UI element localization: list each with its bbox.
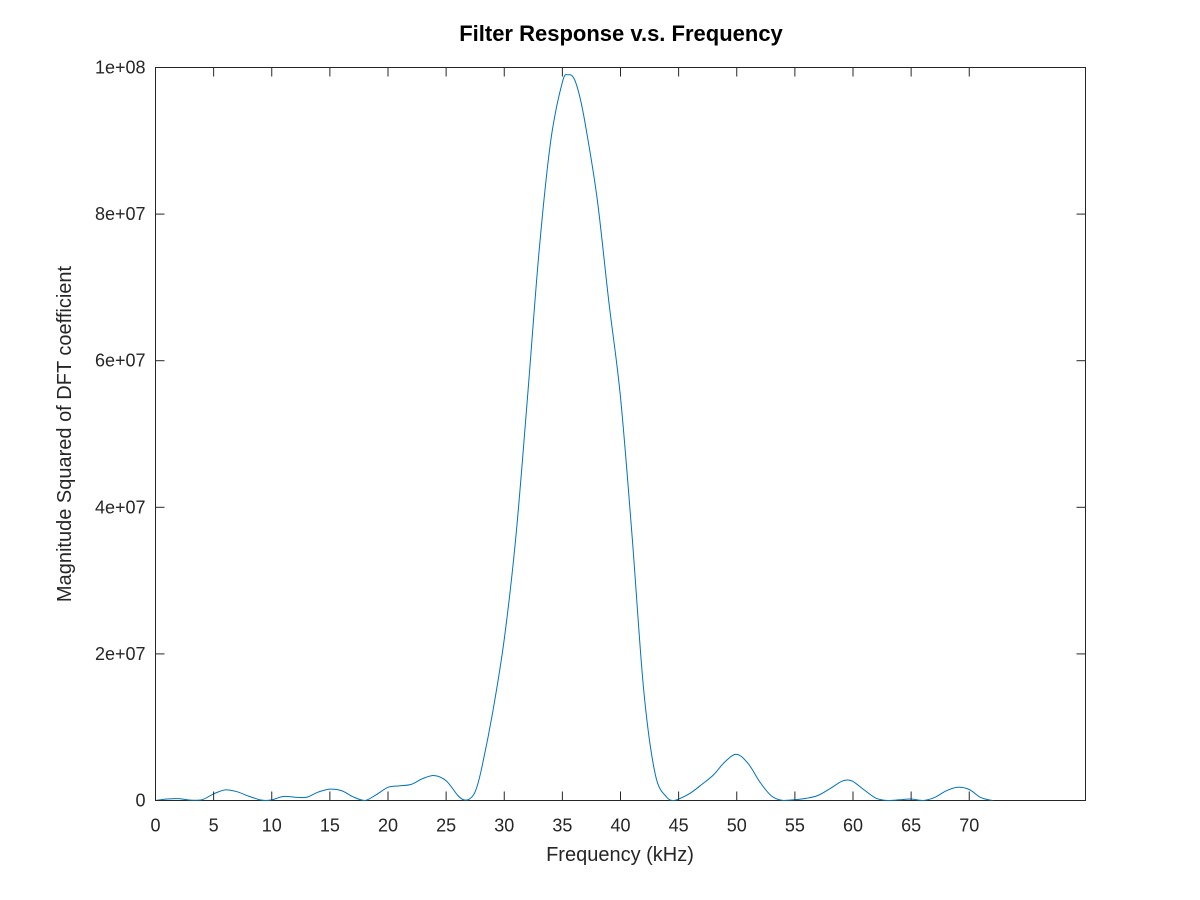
- series-line: [155, 74, 993, 802]
- x-tick-label: 50: [727, 816, 747, 836]
- y-tick-label: 4e+07: [95, 497, 146, 517]
- x-tick-label: 65: [901, 816, 921, 836]
- x-tick-label: 30: [494, 816, 514, 836]
- plot-frame: [155, 67, 1086, 801]
- x-tick-label: 45: [669, 816, 689, 836]
- x-tick-label: 40: [610, 816, 630, 836]
- x-axis: 0 5 10 15 20 25 30 35 40 45 50 55 60 65 70: [150, 67, 979, 836]
- y-tick-label: 2e+07: [95, 644, 146, 664]
- x-tick-label: 25: [436, 816, 456, 836]
- x-tick-label: 10: [262, 816, 282, 836]
- x-tick-label: 20: [378, 816, 398, 836]
- x-tick-label: 35: [552, 816, 572, 836]
- y-axis: 0 2e+07 4e+07 6e+07 8e+07 1e+08: [95, 58, 1086, 811]
- y-tick-label: 0: [135, 791, 145, 811]
- y-axis-label: Magnitude Squared of DFT coefficient: [54, 265, 76, 602]
- x-axis-label: Frequency (kHz): [546, 844, 694, 866]
- x-tick-label: 15: [320, 816, 340, 836]
- x-tick-label: 70: [959, 816, 979, 836]
- x-tick-label: 55: [785, 816, 805, 836]
- y-tick-label: 6e+07: [95, 351, 146, 371]
- x-tick-label: 5: [209, 816, 219, 836]
- y-tick-label: 8e+07: [95, 204, 146, 224]
- y-tick-label: 1e+08: [95, 58, 146, 78]
- chart-title: Filter Response v.s. Frequency: [459, 21, 783, 46]
- x-tick-label: 60: [843, 816, 863, 836]
- x-tick-label: 0: [150, 816, 160, 836]
